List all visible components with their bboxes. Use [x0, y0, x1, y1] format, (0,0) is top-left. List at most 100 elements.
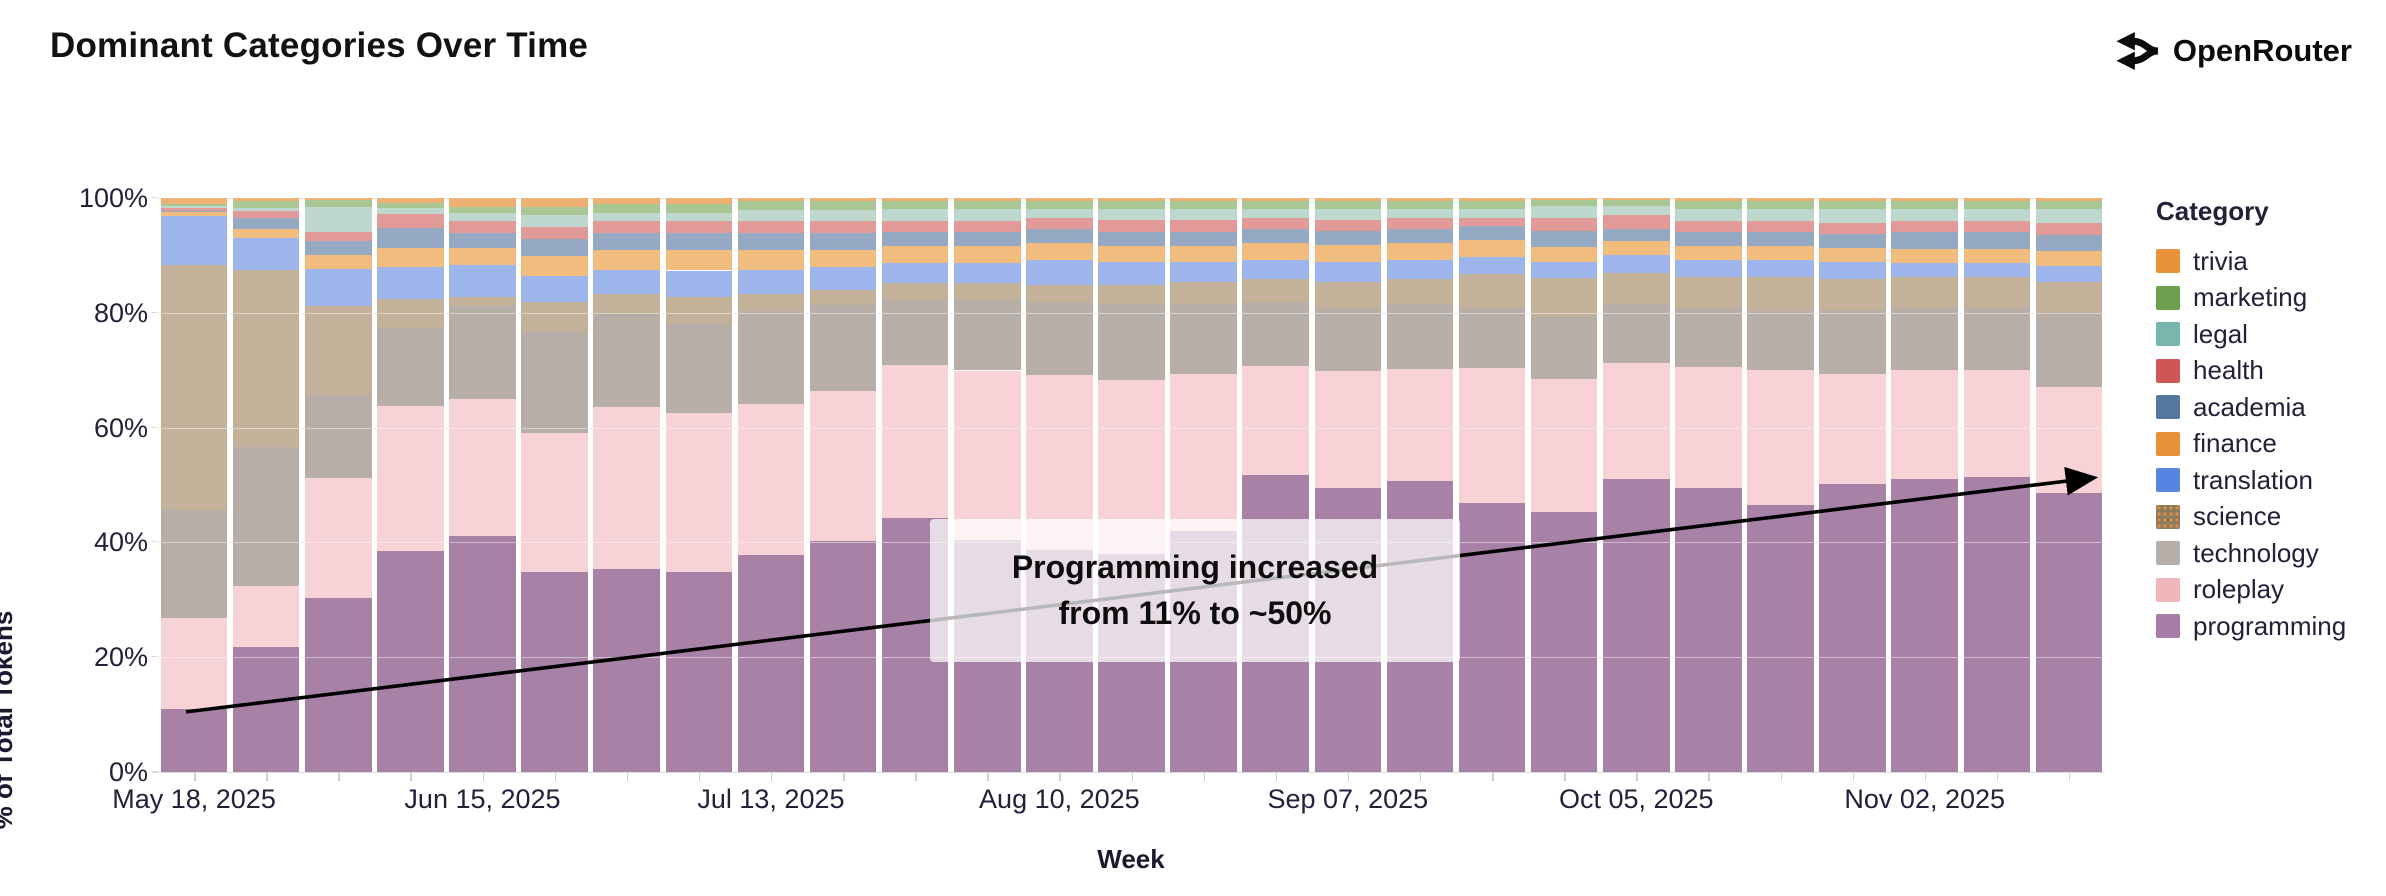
bar-segment-science[interactable]	[1458, 274, 1526, 309]
bar-segment-science[interactable]	[232, 269, 300, 447]
bar-segment-roleplay[interactable]	[1747, 369, 1814, 505]
bar-segment-legal[interactable]	[954, 209, 1021, 221]
bar-segment-roleplay[interactable]	[1386, 368, 1454, 481]
bar-segment-technology[interactable]	[1819, 310, 1886, 375]
bar-segment-trivia[interactable]	[809, 198, 877, 201]
bar-segment-programming[interactable]	[593, 569, 660, 772]
bar-segment-translation[interactable]	[232, 238, 300, 270]
bar-segment-finance[interactable]	[521, 256, 588, 277]
bar-segment-trivia[interactable]	[521, 198, 588, 207]
bar-segment-translation[interactable]	[449, 265, 516, 298]
bar-segment-academia[interactable]	[1530, 231, 1598, 248]
bar-segment-technology[interactable]	[1386, 304, 1454, 369]
bar-segment-roleplay[interactable]	[1891, 369, 1958, 480]
bar-segment-roleplay[interactable]	[881, 364, 949, 518]
bar-segment-legal[interactable]	[449, 212, 516, 222]
bar-segment-programming[interactable]	[737, 554, 805, 772]
bar-segment-science[interactable]	[1026, 285, 1093, 303]
bar-segment-translation[interactable]	[593, 270, 660, 294]
bar-segment-marketing[interactable]	[1458, 200, 1526, 210]
bar-segment-science[interactable]	[449, 297, 516, 306]
bar-segment-health[interactable]	[1314, 220, 1382, 232]
bar-segment-trivia[interactable]	[1170, 198, 1237, 201]
bar-segment-trivia[interactable]	[1891, 198, 1958, 201]
bar-segment-trivia[interactable]	[737, 198, 805, 201]
bar-segment-academia[interactable]	[1747, 231, 1814, 246]
bar-segment-marketing[interactable]	[1242, 200, 1309, 210]
bar-segment-roleplay[interactable]	[1530, 379, 1598, 513]
bar-segment-legal[interactable]	[305, 206, 372, 233]
bar-segment-finance[interactable]	[1170, 245, 1237, 263]
bar-segment-trivia[interactable]	[1314, 198, 1382, 201]
bar-segment-programming[interactable]	[1819, 483, 1886, 772]
bar-segment-science[interactable]	[1891, 276, 1958, 308]
bar-segment-health[interactable]	[1458, 217, 1526, 227]
bar-segment-academia[interactable]	[1458, 226, 1526, 241]
bar-segment-trivia[interactable]	[1603, 198, 1670, 200]
bar-segment-academia[interactable]	[1891, 231, 1958, 249]
bar-segment-science[interactable]	[521, 302, 588, 332]
bar-segment-academia[interactable]	[2035, 234, 2103, 252]
bar-segment-legal[interactable]	[737, 209, 805, 222]
bar-segment-academia[interactable]	[737, 232, 805, 251]
bar-segment-finance[interactable]	[954, 246, 1021, 264]
bar-segment-academia[interactable]	[1098, 231, 1165, 246]
bar-segment-marketing[interactable]	[305, 199, 372, 207]
bar-segment-marketing[interactable]	[1314, 200, 1382, 210]
bar-segment-trivia[interactable]	[160, 198, 228, 204]
bar-segment-science[interactable]	[954, 282, 1021, 300]
bar-segment-finance[interactable]	[1386, 242, 1454, 260]
bar-segment-trivia[interactable]	[1386, 198, 1454, 201]
bar-segment-marketing[interactable]	[881, 200, 949, 210]
bar-segment-technology[interactable]	[1675, 307, 1742, 367]
bar-segment-health[interactable]	[1819, 223, 1886, 235]
bar-segment-finance[interactable]	[1819, 248, 1886, 263]
bar-segment-legal[interactable]	[521, 215, 588, 227]
bar-segment-health[interactable]	[160, 207, 228, 211]
bar-segment-legal[interactable]	[1963, 209, 2031, 221]
bar-segment-translation[interactable]	[160, 216, 228, 265]
bar-segment-finance[interactable]	[232, 229, 300, 239]
bar-segment-academia[interactable]	[809, 232, 877, 250]
bar-segment-technology[interactable]	[1314, 309, 1382, 371]
bar-segment-legal[interactable]	[1026, 209, 1093, 218]
bar-segment-technology[interactable]	[449, 305, 516, 400]
bar-segment-marketing[interactable]	[1963, 200, 2031, 210]
bar-segment-academia[interactable]	[449, 232, 516, 248]
bar-segment-academia[interactable]	[1026, 228, 1093, 244]
bar-segment-trivia[interactable]	[954, 198, 1021, 201]
bar-segment-trivia[interactable]	[232, 198, 300, 201]
bar-segment-trivia[interactable]	[1675, 198, 1742, 201]
bar-segment-academia[interactable]	[954, 231, 1021, 247]
bar-segment-trivia[interactable]	[1819, 198, 1886, 201]
bar-segment-health[interactable]	[1242, 217, 1309, 229]
bar-segment-science[interactable]	[1386, 279, 1454, 305]
bar-segment-roleplay[interactable]	[449, 399, 516, 536]
bar-segment-legal[interactable]	[1386, 209, 1454, 218]
bar-segment-programming[interactable]	[449, 536, 516, 772]
bar-segment-translation[interactable]	[881, 263, 949, 283]
bar-segment-health[interactable]	[954, 220, 1021, 232]
bar-segment-marketing[interactable]	[1819, 200, 1886, 210]
bar-segment-technology[interactable]	[954, 299, 1021, 371]
bar-segment-finance[interactable]	[737, 250, 805, 271]
bar-segment-translation[interactable]	[1819, 262, 1886, 280]
bar-segment-finance[interactable]	[377, 247, 444, 267]
bar-segment-health[interactable]	[1170, 220, 1237, 232]
bar-segment-finance[interactable]	[1530, 247, 1598, 263]
bar-segment-legal[interactable]	[881, 209, 949, 221]
bar-segment-programming[interactable]	[1458, 503, 1526, 772]
bar-segment-programming[interactable]	[521, 571, 588, 772]
bar-segment-finance[interactable]	[305, 254, 372, 269]
bar-segment-roleplay[interactable]	[954, 370, 1021, 541]
bar-segment-health[interactable]	[1026, 217, 1093, 229]
bar-segment-finance[interactable]	[809, 249, 877, 268]
bar-segment-science[interactable]	[160, 264, 228, 510]
bar-segment-marketing[interactable]	[1530, 199, 1598, 207]
bar-segment-marketing[interactable]	[665, 203, 733, 213]
bar-segment-health[interactable]	[665, 221, 733, 233]
bar-segment-translation[interactable]	[1603, 255, 1670, 273]
bar-segment-finance[interactable]	[1458, 240, 1526, 258]
bar-segment-science[interactable]	[737, 293, 805, 312]
bar-segment-technology[interactable]	[737, 311, 805, 404]
